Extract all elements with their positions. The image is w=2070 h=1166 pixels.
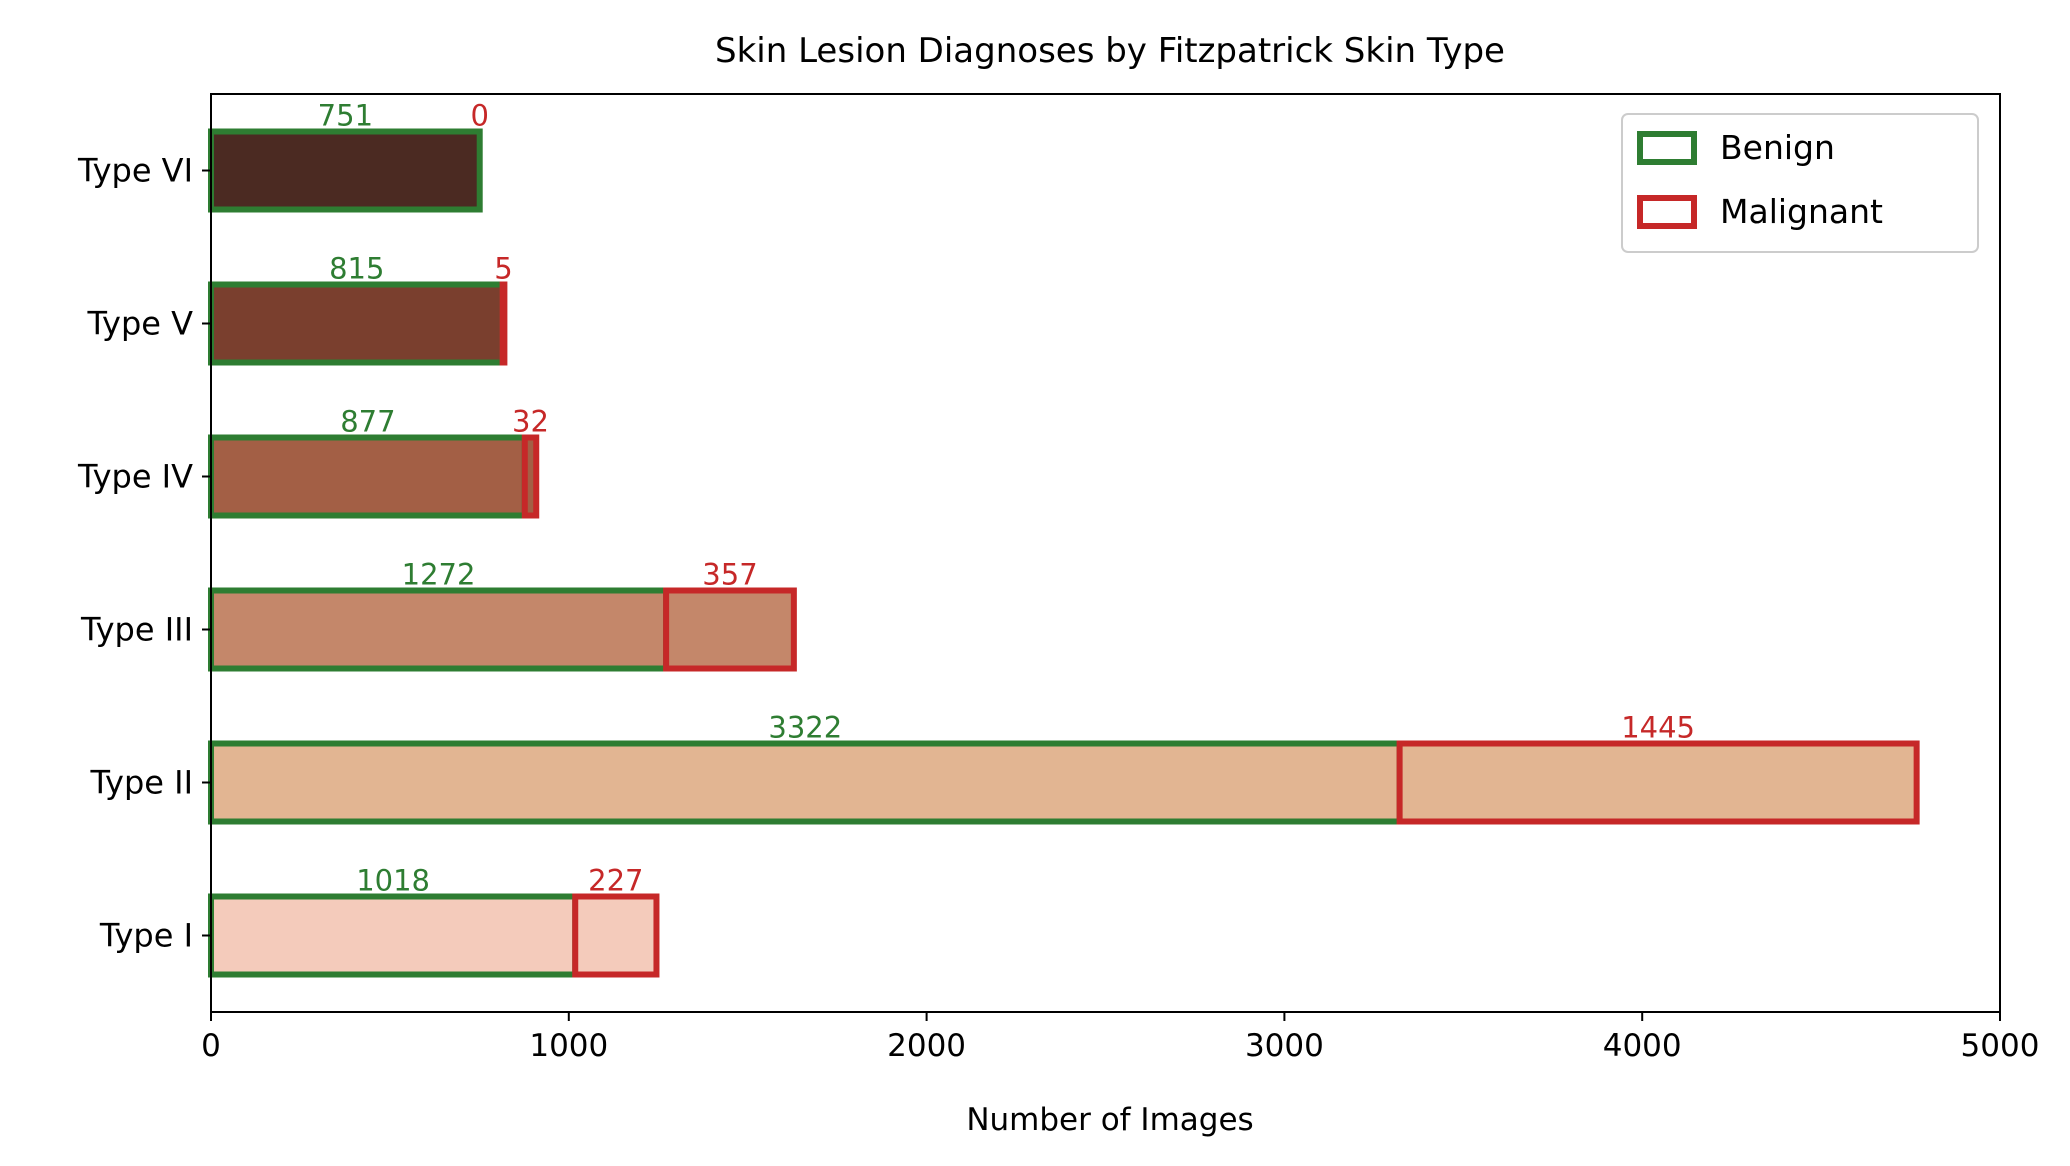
x-axis-label: Number of Images <box>966 1102 1253 1138</box>
bar-malignant <box>1396 740 1920 825</box>
bar-malignant <box>572 893 660 978</box>
legend-swatch-benign <box>1637 131 1697 165</box>
data-label-malignant: 0 <box>470 99 488 133</box>
bar-malignant <box>663 587 797 672</box>
bar-benign <box>208 128 483 213</box>
data-label-malignant: 1445 <box>1621 711 1695 745</box>
data-label-malignant: 5 <box>494 252 512 286</box>
bar-benign <box>208 587 670 672</box>
y-tick-label: Type IV <box>77 458 193 496</box>
data-label-benign: 877 <box>340 405 395 439</box>
bar-benign <box>208 281 506 366</box>
data-label-malignant: 227 <box>588 864 643 898</box>
x-tick-label: 4000 <box>1603 1028 1682 1064</box>
data-label-benign: 751 <box>318 99 373 133</box>
data-label-malignant: 32 <box>512 405 549 439</box>
legend-frame <box>1621 113 1979 253</box>
y-tick-label: Type III <box>80 611 193 649</box>
legend: Benign Malignant <box>1621 113 1979 253</box>
legend-label-malignant: Malignant <box>1720 192 1883 231</box>
bar-benign <box>208 434 528 519</box>
bar-malignant <box>499 281 508 366</box>
bar-benign <box>208 893 579 978</box>
y-tick-label: Type I <box>99 917 193 955</box>
data-label-malignant: 357 <box>702 558 757 592</box>
plot-area: 1018 227 Type I 3322 1445 Type II 1272 357 Type … <box>77 93 2040 1064</box>
bar-malignant <box>521 434 540 519</box>
x-tick-label: 1000 <box>529 1028 608 1064</box>
data-label-benign: 1018 <box>356 864 430 898</box>
legend-swatch-malignant <box>1637 195 1697 229</box>
x-tick-label: 3000 <box>1245 1028 1324 1064</box>
x-tick-label: 5000 <box>1961 1028 2040 1064</box>
axes-frame <box>210 93 2001 1013</box>
data-label-benign: 815 <box>329 252 384 286</box>
y-tick-label: Type II <box>89 764 193 802</box>
bar-benign <box>208 740 1403 825</box>
y-tick-label: Type VI <box>77 152 193 190</box>
x-tick-label: 0 <box>201 1028 221 1064</box>
legend-label-benign: Benign <box>1720 128 1835 167</box>
chart-title: Skin Lesion Diagnoses by Fitzpatrick Ski… <box>715 31 1505 71</box>
data-label-benign: 1272 <box>402 558 476 592</box>
data-label-benign: 3322 <box>768 711 842 745</box>
x-tick-label: 2000 <box>887 1028 966 1064</box>
y-tick-label: Type V <box>86 305 193 343</box>
